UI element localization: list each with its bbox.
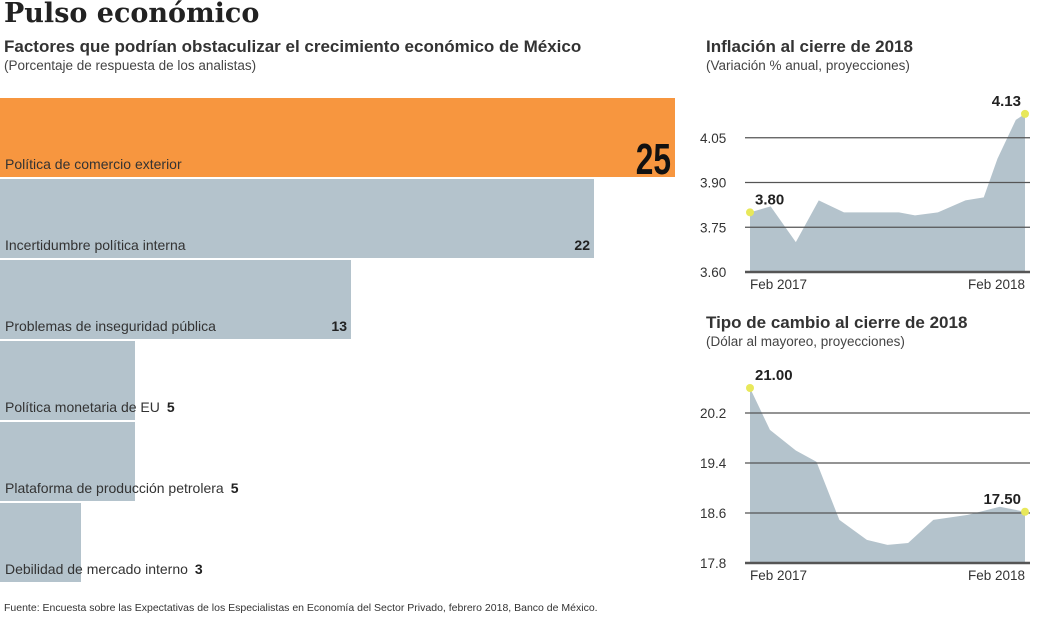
bar-label: Política de comercio exterior [5,156,182,172]
bar-value: 5 [231,480,239,496]
exchange-y-tick: 17.8 [700,556,726,571]
inflation-y-tick: 3.75 [700,220,726,235]
bar-value: 22 [574,237,590,253]
inflation-y-tick: 4.05 [700,131,726,146]
bar-label: Plataforma de producción petrolera [5,480,224,496]
exchange-marker [1021,507,1029,516]
bar-value: 3 [195,561,203,577]
bar-label: Política monetaria de EU [5,399,160,415]
exchange-y-tick: 20.2 [700,406,726,421]
bar [0,503,81,582]
inflation-point-label: 4.13 [992,93,1021,110]
bar [0,341,135,420]
exchange-point-label: 17.50 [983,491,1021,508]
exchange-marker [746,384,754,392]
exchange-y-tick: 18.6 [700,506,726,521]
exchange-x-tick: Feb 2017 [750,568,807,583]
bar-label: Debilidad de mercado interno [5,561,188,577]
bar [0,98,675,177]
inflation-y-tick: 3.90 [700,176,726,191]
inflation-marker [746,208,754,217]
inflation-x-tick: Feb 2017 [750,277,807,292]
inflation-x-tick: Feb 2018 [968,277,1025,292]
source-note: Fuente: Encuesta sobre las Expectativas … [4,602,598,614]
bar-label: Problemas de inseguridad pública [5,318,216,334]
inflation-chart-subtitle: (Variación % anual, proyecciones) [706,58,910,73]
bar-label: Incertidumbre política interna [5,237,186,253]
bar-chart-title: Factores que podrían obstaculizar el cre… [4,37,582,56]
exchange-chart-title: Tipo de cambio al cierre de 2018 [706,313,968,332]
bar-chart-subtitle: (Porcentaje de respuesta de los analista… [4,58,257,73]
exchange-chart-subtitle: (Dólar al mayoreo, proyecciones) [706,334,905,349]
inflation-marker [1021,109,1029,118]
bar-value: 25 [636,135,671,184]
inflation-point-label: 3.80 [755,191,784,208]
exchange-area [750,388,1025,563]
bar [0,179,594,258]
bar [0,260,351,339]
bar [0,422,135,501]
inflation-area [750,113,1025,272]
exchange-point-label: 21.00 [755,367,793,384]
exchange-x-tick: Feb 2018 [968,568,1025,583]
bar-value: 13 [331,318,347,334]
bar-value: 5 [167,399,175,415]
exchange-y-tick: 19.4 [700,456,727,471]
page-title: Pulso económico [4,0,260,29]
inflation-chart-title: Inflación al cierre de 2018 [706,37,913,56]
inflation-y-tick: 3.60 [700,265,726,280]
